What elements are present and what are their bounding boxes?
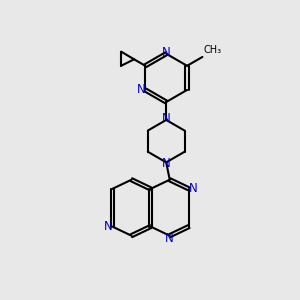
- Text: N: N: [162, 112, 171, 125]
- Text: N: N: [189, 182, 197, 195]
- Text: N: N: [162, 46, 171, 59]
- Text: N: N: [137, 83, 146, 96]
- Text: N: N: [104, 220, 112, 233]
- Text: CH₃: CH₃: [204, 45, 222, 55]
- Text: N: N: [162, 157, 171, 170]
- Text: N: N: [165, 232, 174, 245]
